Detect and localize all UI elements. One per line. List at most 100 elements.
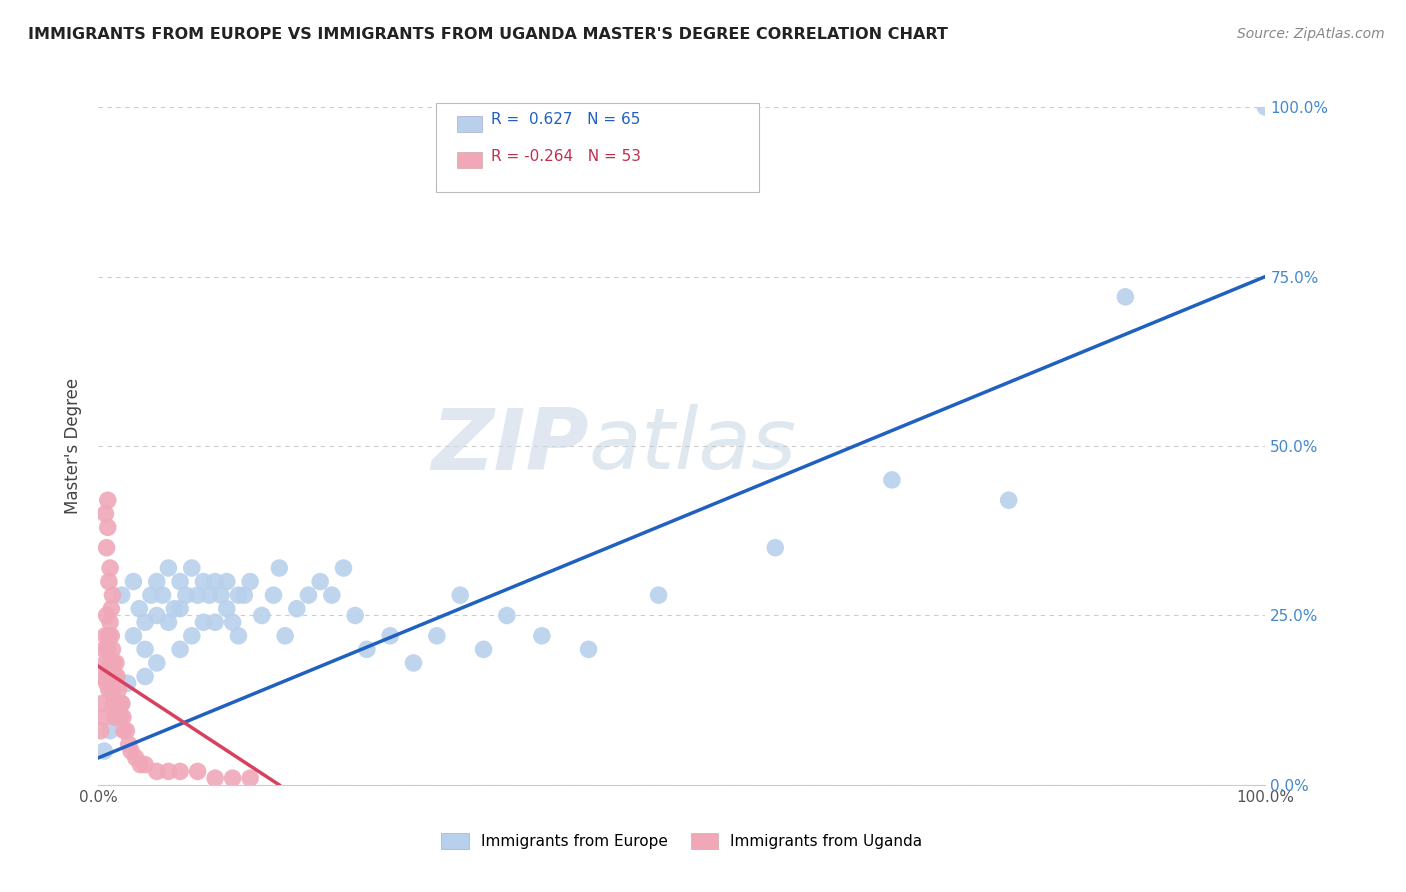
Point xyxy=(91,669,114,683)
Point xyxy=(472,642,495,657)
Point xyxy=(90,723,112,738)
Point xyxy=(285,601,308,615)
Point xyxy=(233,588,256,602)
Point xyxy=(111,710,134,724)
Point xyxy=(578,642,600,657)
Point xyxy=(297,588,319,602)
Point xyxy=(380,629,402,643)
Point xyxy=(104,656,127,670)
Point xyxy=(221,615,243,630)
Point xyxy=(402,656,425,670)
Point xyxy=(120,744,142,758)
Point xyxy=(193,615,215,630)
Point xyxy=(262,588,284,602)
Point xyxy=(180,561,202,575)
Point xyxy=(204,574,226,589)
Text: Source: ZipAtlas.com: Source: ZipAtlas.com xyxy=(1237,27,1385,41)
Point xyxy=(96,541,118,555)
Point xyxy=(93,744,115,758)
Point xyxy=(90,697,112,711)
Point xyxy=(118,737,141,751)
Point xyxy=(169,574,191,589)
Point xyxy=(180,629,202,643)
Point xyxy=(647,588,669,602)
Point xyxy=(193,574,215,589)
Point xyxy=(104,697,127,711)
Point xyxy=(97,629,120,643)
Point xyxy=(94,507,117,521)
Text: R = -0.264   N = 53: R = -0.264 N = 53 xyxy=(491,149,641,163)
Point xyxy=(763,541,786,555)
Point xyxy=(122,574,145,589)
Point xyxy=(169,642,191,657)
Point xyxy=(209,588,232,602)
Point xyxy=(880,473,903,487)
Point xyxy=(103,656,125,670)
Point xyxy=(228,629,250,643)
Point xyxy=(97,520,120,534)
Point xyxy=(169,764,191,779)
Point xyxy=(215,574,238,589)
Point xyxy=(134,642,156,657)
Point xyxy=(100,601,122,615)
Point xyxy=(111,697,134,711)
Point xyxy=(204,615,226,630)
Point xyxy=(146,656,169,670)
Point xyxy=(221,771,243,785)
Point xyxy=(111,588,134,602)
Point xyxy=(146,574,169,589)
Point xyxy=(274,629,297,643)
Point xyxy=(98,723,121,738)
Point xyxy=(97,642,120,657)
Point xyxy=(426,629,449,643)
Point xyxy=(112,723,135,738)
Point xyxy=(134,757,156,772)
Point xyxy=(101,683,124,698)
Text: ZIP: ZIP xyxy=(430,404,589,488)
Point xyxy=(117,676,139,690)
Point xyxy=(997,493,1019,508)
Point xyxy=(97,683,120,698)
Point xyxy=(530,629,553,643)
Point xyxy=(250,608,273,623)
Point xyxy=(94,629,117,643)
Point xyxy=(239,771,262,785)
Point xyxy=(104,669,127,683)
Y-axis label: Master's Degree: Master's Degree xyxy=(65,378,83,514)
Point xyxy=(100,669,122,683)
Point xyxy=(169,601,191,615)
Point xyxy=(157,615,180,630)
Point xyxy=(321,588,343,602)
Point xyxy=(134,615,156,630)
Point xyxy=(93,710,115,724)
Point xyxy=(187,764,209,779)
Point xyxy=(449,588,471,602)
Point xyxy=(239,574,262,589)
Point xyxy=(146,764,169,779)
Point xyxy=(107,683,129,698)
Point xyxy=(108,697,131,711)
Point xyxy=(228,588,250,602)
Point xyxy=(94,656,117,670)
Point xyxy=(97,669,120,683)
Point xyxy=(104,710,127,724)
Point xyxy=(356,642,378,657)
Point xyxy=(104,710,127,724)
Point xyxy=(100,629,122,643)
Point xyxy=(198,588,221,602)
Point xyxy=(146,608,169,623)
Text: IMMIGRANTS FROM EUROPE VS IMMIGRANTS FROM UGANDA MASTER'S DEGREE CORRELATION CHA: IMMIGRANTS FROM EUROPE VS IMMIGRANTS FRO… xyxy=(28,27,948,42)
Point xyxy=(309,574,332,589)
Point xyxy=(96,608,118,623)
Point xyxy=(134,669,156,683)
Point xyxy=(122,629,145,643)
Point xyxy=(129,757,152,772)
Text: R =  0.627   N = 65: R = 0.627 N = 65 xyxy=(491,112,640,127)
Point xyxy=(1114,290,1136,304)
Point xyxy=(1254,100,1277,114)
Point xyxy=(111,697,134,711)
Point xyxy=(98,561,121,575)
Legend: Immigrants from Europe, Immigrants from Uganda: Immigrants from Europe, Immigrants from … xyxy=(434,827,929,855)
Point xyxy=(96,676,118,690)
Point xyxy=(344,608,367,623)
